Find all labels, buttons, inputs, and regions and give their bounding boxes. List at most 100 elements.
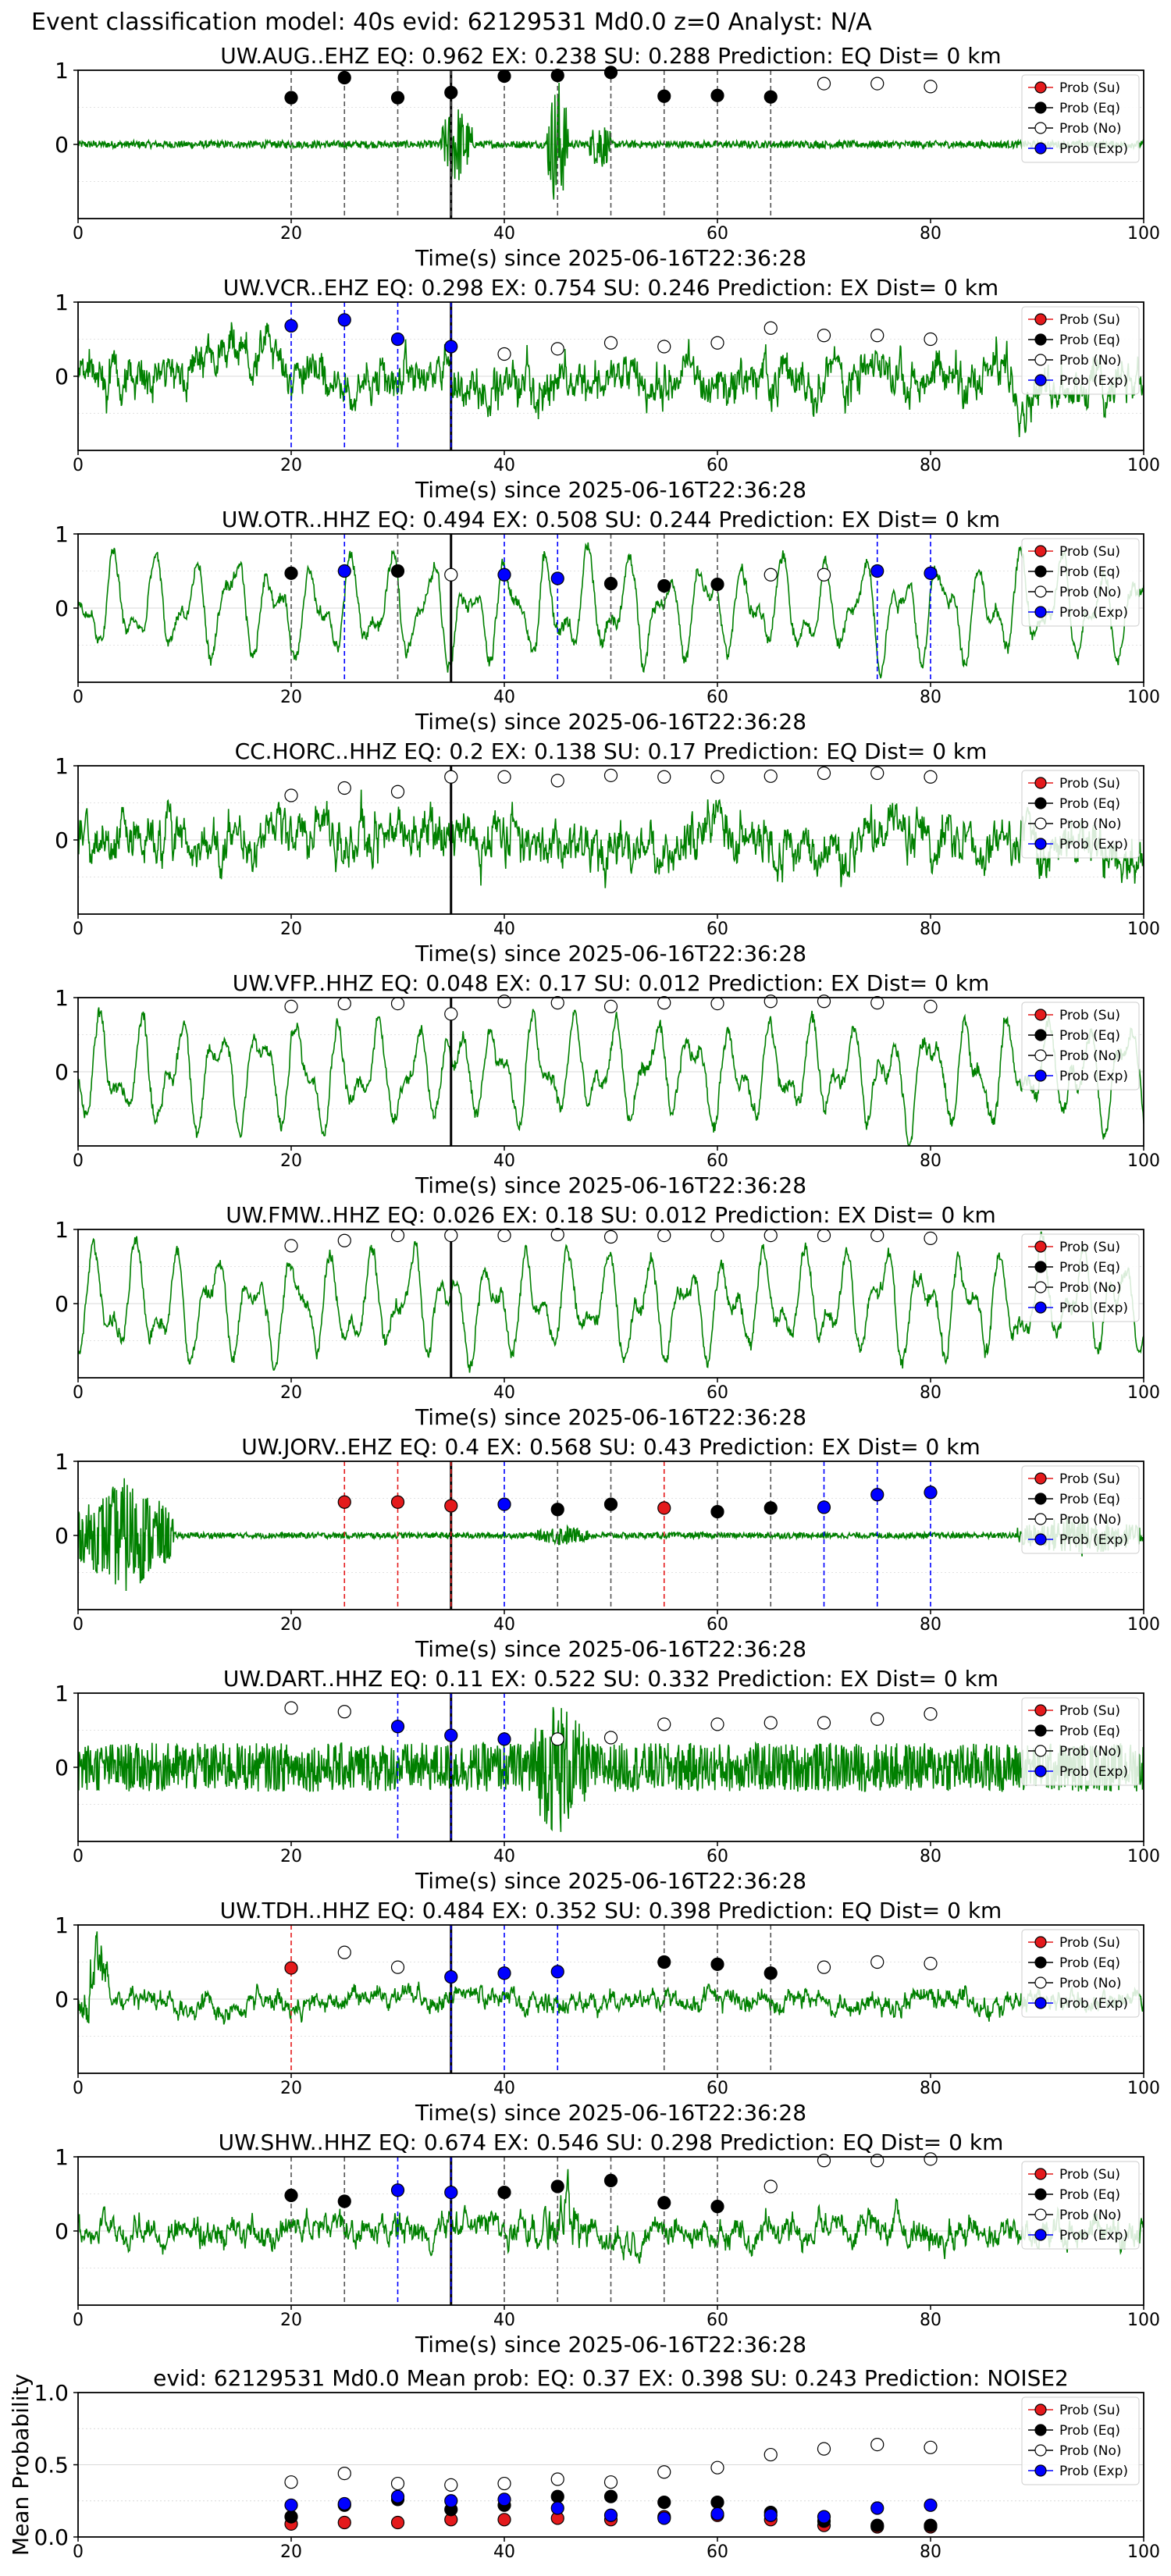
panel-title: evid: 62129531 Md0.0 Mean prob: EQ: 0.37…: [153, 2365, 1069, 2391]
prob-marker-eq: [603, 1497, 618, 1511]
prob-marker-exp: [497, 1732, 511, 1746]
x-tick-label: 100: [1127, 920, 1160, 939]
legend-label-exp: Prob (Exp): [1059, 1532, 1128, 1548]
prob-marker-no: [710, 1717, 724, 1731]
mean-prob-marker-su: [337, 2515, 351, 2530]
legend-label-eq: Prob (Eq): [1059, 101, 1120, 116]
mean-prob-marker-su: [497, 2513, 511, 2527]
legend-marker-su: [1034, 1704, 1047, 1717]
legend-label-eq: Prob (Eq): [1059, 796, 1120, 812]
legend-label-su: Prob (Su): [1059, 1935, 1120, 1951]
legend-marker-eq: [1034, 1493, 1047, 1505]
prob-marker-no: [603, 1229, 618, 1244]
prob-marker-no: [284, 999, 298, 1014]
prob-marker-no: [657, 1228, 671, 1243]
mean-prob-marker-no: [337, 2467, 351, 2481]
prob-marker-no: [284, 788, 298, 802]
prob-marker-no: [870, 76, 884, 91]
prob-marker-eq: [603, 66, 618, 80]
legend-marker-no: [1034, 817, 1047, 830]
legend: Prob (Su) Prob (Eq) Prob (No) Prob (Exp): [1021, 1697, 1140, 1786]
prob-marker-eq: [710, 577, 724, 592]
legend-marker-exp: [1034, 1069, 1047, 1082]
legend-label-exp: Prob (Exp): [1059, 141, 1128, 157]
y-tick-label: 0: [55, 1059, 69, 1085]
prob-marker-no: [924, 1231, 938, 1246]
x-tick-label: 0: [73, 2079, 84, 2098]
legend-label-exp: Prob (Exp): [1059, 1069, 1128, 1084]
plot-area: [78, 70, 1144, 219]
prob-marker-eq: [550, 2179, 564, 2194]
legend: Prob (Su) Prob (Eq) Prob (No) Prob (Exp): [1021, 1465, 1140, 1554]
prob-marker-no: [284, 1701, 298, 1715]
legend-box: [1021, 770, 1140, 859]
x-tick-label: 80: [920, 1615, 941, 1635]
legend-box: [1021, 2161, 1140, 2250]
legend-marker-no: [1034, 1513, 1047, 1525]
legend-marker-su: [1034, 777, 1047, 789]
mean-prob-marker-eq: [550, 2489, 564, 2503]
legend-label-no: Prob (No): [1059, 817, 1122, 832]
x-tick-label: 40: [493, 2079, 515, 2098]
prob-marker-eq: [390, 564, 405, 578]
plot-area: [78, 1461, 1144, 1610]
plot-area: [78, 534, 1144, 682]
legend-label-su: Prob (Su): [1059, 80, 1120, 96]
plot-area: [78, 766, 1144, 914]
mean-prob-marker-no: [763, 2447, 778, 2462]
x-axis-label: Time(s) since 2025-06-16T22:36:28: [415, 2100, 806, 2126]
prob-marker-exp: [390, 332, 405, 347]
mean-prob-marker-eq: [657, 2496, 671, 2510]
legend-label-exp: Prob (Exp): [1059, 605, 1128, 621]
waveform-trace: [78, 1931, 1144, 2025]
prob-marker-no: [924, 80, 938, 94]
y-tick-label: 0: [55, 1987, 69, 2012]
panel-uw-jorv--ehz: UW.JORV..EHZ EQ: 0.4 EX: 0.568 SU: 0.43 …: [55, 1434, 1160, 1662]
y-tick-label: 0: [55, 1523, 69, 1549]
x-tick-label: 60: [707, 1151, 728, 1171]
y-axis-label: Mean Probability: [8, 2374, 34, 2556]
prob-marker-exp: [870, 1488, 884, 1502]
legend-marker-su: [1034, 545, 1047, 557]
mean-prob-marker-su: [390, 2515, 405, 2530]
x-tick-label: 0: [73, 2311, 84, 2330]
prob-marker-no: [817, 568, 831, 582]
legend-marker-eq: [1034, 565, 1047, 578]
legend-label-no: Prob (No): [1059, 1976, 1122, 1991]
legend-marker-exp: [1034, 1997, 1047, 2009]
legend-marker-no: [1034, 354, 1047, 366]
legend-label-no: Prob (No): [1059, 353, 1122, 368]
legend-marker-no: [1034, 1281, 1047, 1293]
prob-marker-no: [337, 1945, 351, 1959]
x-tick-label: 100: [1127, 2542, 1160, 2562]
x-tick-label: 20: [280, 1383, 302, 1403]
mean-prob-marker-no: [870, 2438, 884, 2452]
prob-marker-no: [444, 1228, 458, 1243]
plot-area: [78, 1229, 1144, 1378]
prob-marker-no: [924, 999, 938, 1014]
mean-prob-marker-no: [284, 2475, 298, 2489]
x-tick-label: 60: [707, 456, 728, 475]
legend-marker-eq: [1034, 1029, 1047, 1041]
prob-marker-no: [657, 1717, 671, 1731]
x-tick-label: 0: [73, 224, 84, 244]
x-tick-label: 0: [73, 1383, 84, 1403]
mean-prob-marker-eq: [710, 2496, 724, 2510]
x-tick-label: 60: [707, 920, 728, 939]
x-tick-label: 100: [1127, 1615, 1160, 1635]
prob-marker-no: [550, 996, 564, 1010]
x-tick-label: 100: [1127, 1847, 1160, 1866]
prob-marker-eq: [337, 70, 351, 85]
plot-area: [78, 302, 1144, 450]
prob-marker-no: [497, 347, 511, 361]
legend-marker-su: [1034, 81, 1047, 94]
legend-label-su: Prob (Su): [1059, 1471, 1120, 1487]
prob-marker-eq: [657, 1955, 671, 1969]
legend-label-no: Prob (No): [1059, 585, 1122, 600]
x-tick-label: 40: [493, 456, 515, 475]
x-tick-label: 100: [1127, 456, 1160, 475]
legend-marker-exp: [1034, 2229, 1047, 2241]
y-tick-label: 0.5: [34, 2453, 69, 2478]
legend: Prob (Su) Prob (Eq) Prob (No) Prob (Exp): [1021, 1233, 1140, 1322]
x-tick-label: 80: [920, 224, 941, 244]
